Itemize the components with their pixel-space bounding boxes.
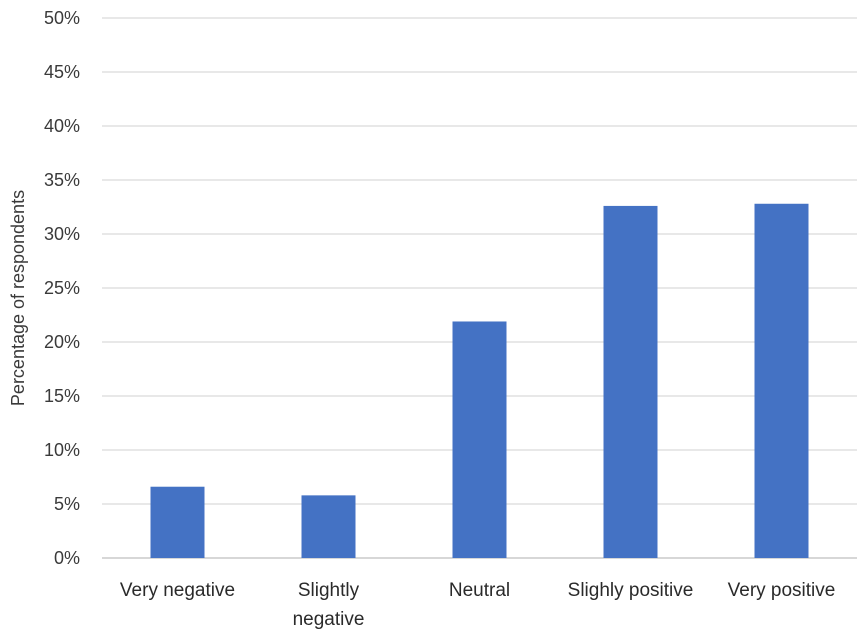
y-tick-label: 30% [44,224,80,244]
x-tick-label: Slightly negative [293,580,365,630]
y-tick-label: 15% [44,386,80,406]
bar [150,486,205,558]
y-tick-label: 20% [44,332,80,352]
bar [301,495,356,558]
x-tick-label: Very negative [120,580,235,601]
bar [603,205,658,559]
y-tick-label: 10% [44,440,80,460]
y-tick-label: 40% [44,116,80,136]
bar [754,203,809,558]
x-tick-labels: Very negative Slightly negative Neutral Slig… [120,580,835,630]
bar [452,321,507,558]
x-tick-label: Neutral [449,580,510,601]
y-tick-labels: 0% 5% 10% 15% 20% 25% 30% 35% 40% 45% 50% [44,8,80,568]
y-axis-title: Percentage of respondents [8,190,28,406]
y-tick-label: 50% [44,8,80,28]
y-tick-label: 0% [54,548,80,568]
x-tick-label: Very positive [728,580,836,601]
y-tick-label: 45% [44,62,80,82]
y-tick-label: 25% [44,278,80,298]
y-tick-label: 35% [44,170,80,190]
x-tick-label: Slighly positive [568,580,694,601]
bars [150,203,809,559]
y-tick-label: 5% [54,494,80,514]
